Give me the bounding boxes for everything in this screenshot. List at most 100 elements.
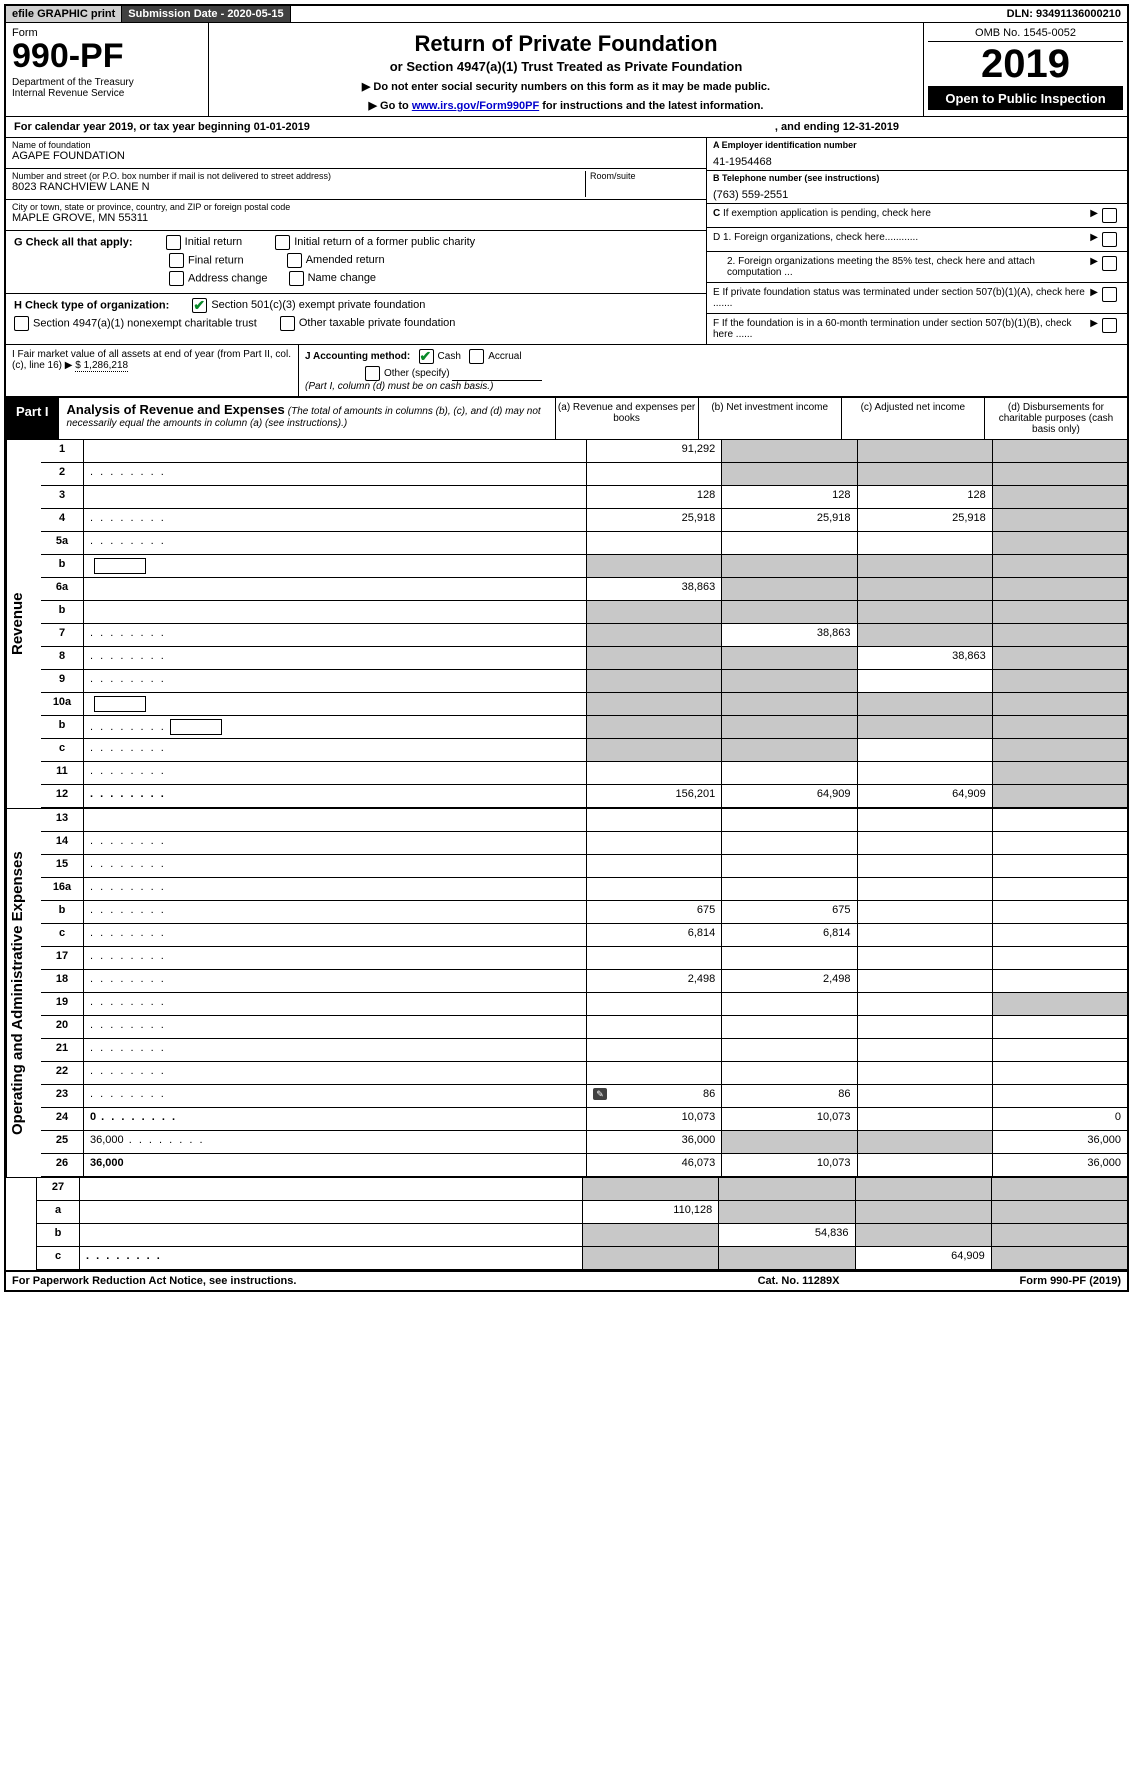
attachment-icon[interactable]: ✎ (593, 1088, 607, 1100)
checkbox-other-method[interactable] (365, 366, 380, 381)
cell-col-a (587, 832, 722, 854)
cell-col-a (587, 463, 722, 485)
line-description (80, 1201, 583, 1223)
cell-col-c: 64,909 (858, 785, 993, 807)
checkbox-e[interactable] (1102, 287, 1117, 302)
table-row: 191,292 (41, 440, 1127, 463)
entity-right: A Employer identification number 41-1954… (707, 138, 1127, 344)
irs-link[interactable]: www.irs.gov/Form990PF (412, 100, 539, 112)
line-description (84, 970, 587, 992)
cell-col-b (719, 1201, 855, 1223)
table-row: 23✎8686 (41, 1085, 1127, 1108)
cell-col-a: 128 (587, 486, 722, 508)
checkbox-c[interactable] (1102, 208, 1117, 223)
d1-text: D 1. Foreign organizations, check here..… (713, 232, 1086, 243)
cell-col-d (992, 1201, 1127, 1223)
cell-col-d (993, 440, 1127, 462)
checkbox-address-change[interactable] (169, 271, 184, 286)
checkbox-accrual[interactable] (469, 349, 484, 364)
table-row: 20 (41, 1016, 1127, 1039)
checkbox-cash[interactable] (419, 349, 434, 364)
open-public-badge: Open to Public Inspection (928, 87, 1123, 110)
cell-col-d (993, 509, 1127, 531)
footer-center: Cat. No. 11289X (758, 1275, 840, 1287)
cell-col-d (993, 463, 1127, 485)
line-number: 16a (41, 878, 84, 900)
summary-spacer (6, 1178, 37, 1270)
line-description (84, 509, 587, 531)
line-description (84, 924, 587, 946)
j-note: (Part I, column (d) must be on cash basi… (305, 381, 1121, 392)
line-number: b (37, 1224, 80, 1246)
table-row: 22 (41, 1062, 1127, 1085)
cell-col-a (587, 809, 722, 831)
g-opt-0: Initial return (185, 236, 242, 248)
line-description (84, 693, 587, 715)
cell-col-b: 128 (722, 486, 857, 508)
checkbox-name-change[interactable] (289, 271, 304, 286)
instr2-pre: ▶ Go to (369, 100, 412, 112)
cell-col-a: 38,863 (587, 578, 722, 600)
cell-col-a: 91,292 (587, 440, 722, 462)
cell-col-b (722, 947, 857, 969)
table-row: 2 (41, 463, 1127, 486)
line-number: 2 (41, 463, 84, 485)
checkbox-d2[interactable] (1102, 256, 1117, 271)
line-number: b (41, 601, 84, 623)
line-description (84, 832, 587, 854)
table-row: 11 (41, 762, 1127, 785)
cell-col-d (993, 1062, 1127, 1084)
checkbox-d1[interactable] (1102, 232, 1117, 247)
table-row: b (41, 601, 1127, 624)
cell-col-c (858, 1039, 993, 1061)
line-description (84, 670, 587, 692)
dln-number: DLN: 93491136000210 (1001, 6, 1127, 22)
table-row: c64,909 (37, 1247, 1127, 1270)
line-description (84, 901, 587, 923)
line-description (84, 855, 587, 877)
line-number: 11 (41, 762, 84, 784)
footer-right: Form 990-PF (2019) (1020, 1275, 1122, 1287)
j-label: J Accounting method: (305, 351, 410, 362)
cell-col-b (722, 855, 857, 877)
cell-col-a (587, 878, 722, 900)
checkbox-501c3[interactable] (192, 298, 207, 313)
cell-col-d: 0 (993, 1108, 1127, 1130)
line-number: 10a (41, 693, 84, 715)
line-number: c (41, 924, 84, 946)
section-e: E If private foundation status was termi… (707, 283, 1127, 314)
checkbox-f[interactable] (1102, 318, 1117, 333)
cell-col-d (993, 1016, 1127, 1038)
checkbox-4947[interactable] (14, 316, 29, 331)
header-left: Form 990-PF Department of the Treasury I… (6, 23, 209, 116)
col-d-header: (d) Disbursements for charitable purpose… (985, 398, 1127, 439)
ein-label: A Employer identification number (713, 140, 1121, 150)
table-row: 27 (37, 1178, 1127, 1201)
cell-col-d (993, 486, 1127, 508)
cell-col-a: 6,814 (587, 924, 722, 946)
checkbox-initial-former[interactable] (275, 235, 290, 250)
g-opt-3: Amended return (306, 254, 385, 266)
cell-col-b (722, 762, 857, 784)
line-description (84, 739, 587, 761)
efile-print-button[interactable]: efile GRAPHIC print (6, 6, 122, 22)
line-description (84, 486, 587, 508)
checkbox-final-return[interactable] (169, 253, 184, 268)
cell-col-c (858, 555, 993, 577)
checkbox-amended[interactable] (287, 253, 302, 268)
summary-section: 27a110,128b54,836c64,909 (6, 1178, 1127, 1272)
line-number: 15 (41, 855, 84, 877)
top-bar: efile GRAPHIC print Submission Date - 20… (6, 6, 1127, 23)
revenue-section: Revenue 191,29223128128128425,91825,9182… (6, 440, 1127, 809)
address-row: Number and street (or P.O. box number if… (6, 169, 706, 200)
cell-col-c (858, 924, 993, 946)
cell-col-b (719, 1178, 855, 1200)
checkbox-other-taxable[interactable] (280, 316, 295, 331)
checkbox-initial-return[interactable] (166, 235, 181, 250)
line-description (84, 716, 587, 738)
h-opt-2: Section 4947(a)(1) nonexempt charitable … (33, 317, 257, 329)
entity-info: Name of foundation AGAPE FOUNDATION Numb… (6, 138, 1127, 345)
table-row: b (41, 716, 1127, 739)
street-address: 8023 RANCHVIEW LANE N (12, 181, 581, 193)
cell-col-a: 46,073 (587, 1154, 722, 1176)
